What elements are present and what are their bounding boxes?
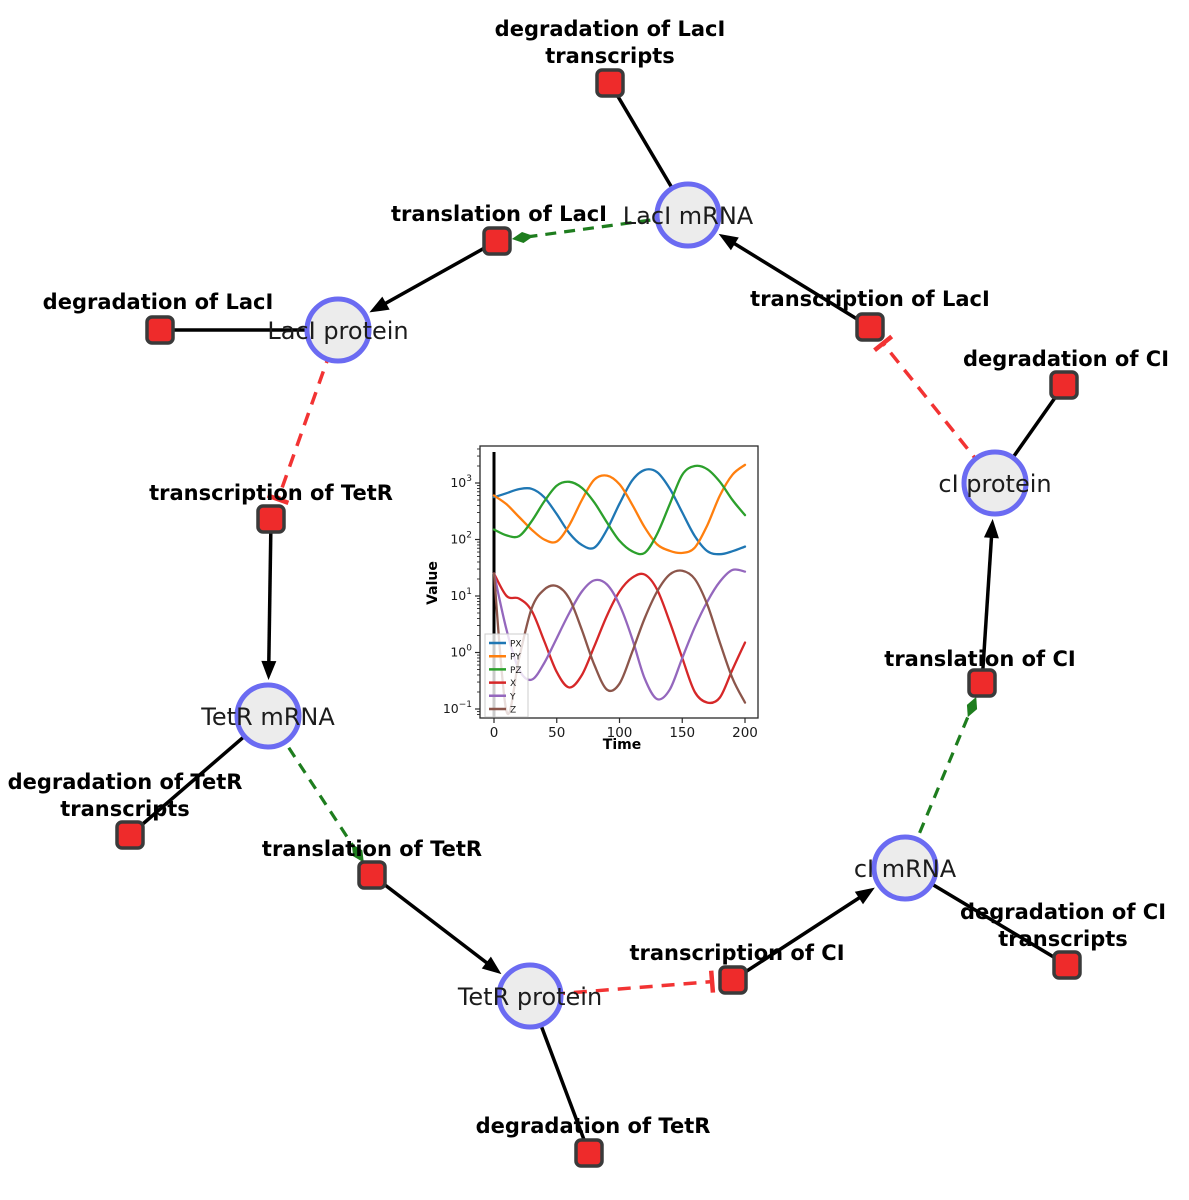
chart-series-layer [492, 463, 747, 716]
y-tick-label: 103 [450, 474, 472, 490]
reaction-node-deg_ci_tx [1052, 950, 1082, 980]
edge-production-tx_ci-ci_mrna [732, 887, 875, 982]
edge-production-tx_laci-laci_mrna [718, 233, 871, 329]
x-tick-label: 200 [732, 725, 758, 741]
nodes-layer [115, 68, 1082, 1168]
reaction-node-deg_tetr_tx [115, 820, 145, 850]
species-label-laci_protein: LacI protein [267, 317, 408, 345]
legend-label-Y: Y [509, 692, 516, 702]
edge-production-transl_ci-ci_protein-line [980, 528, 994, 684]
species-label-tetr_protein: TetR protein [457, 983, 602, 1011]
labels-layer: LacI mRNA LacI protein TetR mRNA TetR prote… [8, 17, 1169, 1138]
chart-series-X [492, 572, 747, 705]
legend-label-Z: Z [510, 706, 516, 716]
species-node-tetr_mrna [234, 682, 302, 750]
y-tick-label: 100 [450, 644, 472, 660]
species-label-ci_mrna: cI mRNA [854, 855, 957, 883]
chart-series-PZ [492, 464, 747, 556]
inhibition-tee-icon [708, 970, 716, 993]
x-axis-title: Time [603, 737, 641, 753]
reaction-label-transl_tetr: translation of TetR [262, 837, 482, 861]
chart-series-Y [492, 568, 747, 701]
inhibition-tee-icon [266, 493, 290, 506]
reaction-label-deg_laci_tx: degradation of LacI transcripts [495, 17, 726, 68]
species-label-tetr_mrna: TetR mRNA [200, 703, 335, 731]
edge-production-tx_ci-ci_mrna-line [732, 891, 868, 982]
species-label-laci_mrna: LacI mRNA [623, 202, 754, 230]
edge-production-tx_tetr-tetr_mrna-line [266, 518, 273, 671]
reaction-node-transl_ci [967, 668, 997, 698]
arrowhead-icon [854, 887, 875, 905]
edge-production-transl_tetr-tetr_protein [370, 873, 502, 975]
reaction-node-tx_laci [855, 312, 885, 342]
chart-series-PY [492, 463, 747, 555]
reaction-node-deg_tetr [574, 1138, 604, 1168]
reaction-label-deg_ci: degradation of CI [963, 347, 1169, 371]
diamond-arrowhead-icon [511, 232, 534, 243]
species-node-ci_mrna [871, 834, 939, 902]
legend-label-X: X [510, 679, 516, 689]
edge-production-tx_laci-laci_mrna-line [726, 237, 871, 329]
legend-box [484, 633, 529, 718]
reaction-label-deg_tetr_tx: degradation of TetR transcripts [8, 770, 243, 821]
y-tick-label: 101 [450, 587, 472, 603]
legend-label-PZ: PZ [510, 666, 522, 676]
reaction-node-deg_laci_tx [595, 68, 625, 98]
diamond-arrowhead-icon [966, 696, 978, 718]
reaction-label-deg_ci_tx: degradation of CI transcripts [960, 900, 1166, 951]
diamond-arrowhead-icon [351, 844, 364, 863]
x-tick-label: 100 [607, 725, 633, 741]
x-tick-label: 50 [548, 725, 565, 741]
reaction-label-deg_tetr: degradation of TetR [476, 1114, 711, 1138]
chart-legend: PX PY PZ XYZ [484, 633, 529, 718]
species-node-laci_protein [304, 296, 372, 364]
chart-series-Z [492, 569, 747, 716]
edge-production-transl_laci-laci_protein [369, 239, 498, 313]
y-tick-label: 102 [450, 531, 472, 547]
reaction-label-transl_laci: translation of LacI [391, 202, 607, 226]
y-axis-title: Value [425, 561, 441, 605]
reaction-node-tx_ci [718, 965, 748, 995]
reaction-node-transl_tetr [357, 860, 387, 890]
x-tick-label: 150 [669, 725, 695, 741]
legend-label-PY: PY [510, 653, 521, 663]
arrowhead-icon [369, 296, 390, 313]
arrowhead-icon [481, 956, 502, 975]
reaction-node-tx_tetr [256, 504, 286, 534]
reaction-node-deg_ci [1049, 370, 1079, 400]
edge-production-tx_tetr-tetr_mrna [261, 518, 277, 681]
arrowhead-icon [983, 518, 999, 539]
reaction-label-transl_ci: translation of CI [884, 647, 1075, 671]
y-tick-label: 10−1 [443, 700, 472, 716]
arrowhead-icon [261, 660, 277, 681]
species-label-ci_protein: cI protein [938, 470, 1051, 498]
arrowhead-icon [718, 233, 739, 251]
chart-series-PX [492, 468, 747, 556]
species-node-laci_mrna [654, 181, 722, 249]
edge-production-transl_laci-laci_protein-line [377, 239, 498, 310]
legend-label-PX: PX [510, 640, 522, 650]
reaction-node-transl_laci [482, 226, 512, 256]
inhibition-tee-icon [873, 334, 894, 353]
reaction-label-deg_laci: degradation of LacI [43, 290, 274, 314]
species-node-tetr_protein [496, 962, 564, 1030]
species-node-ci_protein [961, 449, 1029, 517]
reaction-label-tx_tetr: transcription of TetR [149, 481, 393, 505]
edge-production-transl_tetr-tetr_protein-line [370, 873, 495, 970]
reaction-label-tx_laci: transcription of LacI [750, 287, 990, 311]
edge-production-transl_ci-ci_protein [980, 518, 999, 684]
x-tick-label: 0 [490, 725, 499, 741]
reaction-label-tx_ci: transcription of CI [629, 941, 844, 965]
reaction-node-deg_laci [145, 315, 175, 345]
